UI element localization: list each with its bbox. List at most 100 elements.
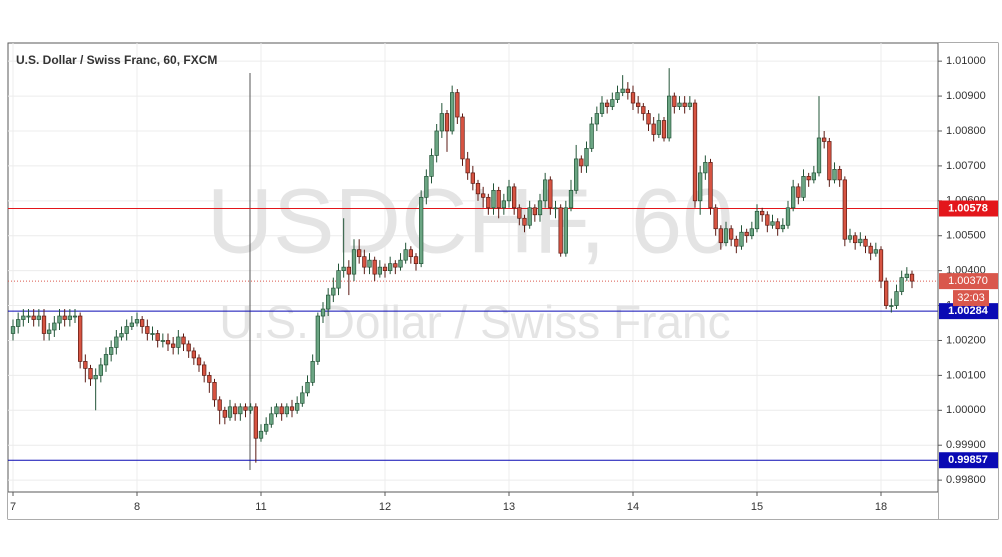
candle-body bbox=[610, 99, 615, 107]
candle-body bbox=[238, 406, 243, 415]
candle-body bbox=[491, 189, 496, 209]
candle-body bbox=[708, 162, 713, 209]
last-price-box bbox=[939, 273, 998, 290]
candle-body bbox=[78, 315, 83, 362]
price-label: 1.00578 bbox=[948, 202, 988, 214]
candle-body bbox=[760, 210, 765, 216]
candle-body bbox=[424, 176, 429, 198]
candle-body bbox=[868, 245, 873, 254]
y-tick-label: 1.01000 bbox=[946, 55, 986, 67]
candle-body bbox=[801, 176, 806, 198]
candle-body bbox=[651, 123, 656, 135]
candle-body bbox=[703, 162, 708, 174]
x-tick-label: 7 bbox=[10, 501, 16, 513]
candle-body bbox=[832, 169, 837, 181]
candle-body bbox=[439, 113, 444, 132]
watermark: USDCHF, 60 bbox=[207, 170, 734, 272]
candle-body bbox=[382, 266, 388, 271]
candle-body bbox=[217, 399, 222, 411]
candle-body bbox=[625, 88, 630, 93]
countdown-label: 32:03 bbox=[957, 292, 985, 304]
candle-body bbox=[661, 120, 667, 139]
candle-body bbox=[537, 200, 543, 216]
candle-body bbox=[512, 186, 517, 209]
candle-body bbox=[31, 315, 36, 320]
candle-body bbox=[594, 113, 599, 125]
y-tick-label: 0.99900 bbox=[946, 439, 986, 451]
candle-body bbox=[894, 291, 899, 306]
candle-body bbox=[481, 193, 486, 198]
candle-body bbox=[165, 340, 171, 345]
candle-body bbox=[83, 361, 88, 369]
candle-body bbox=[134, 319, 140, 324]
y-tick-label: 1.00500 bbox=[946, 230, 986, 242]
candle-body bbox=[527, 207, 532, 226]
candle-body bbox=[233, 406, 238, 415]
candle-body bbox=[563, 207, 568, 254]
candle-body bbox=[41, 315, 47, 334]
candle-body bbox=[98, 364, 103, 376]
candle-body bbox=[770, 221, 775, 226]
candle-body bbox=[806, 176, 811, 181]
candle-body bbox=[320, 308, 326, 317]
candle-body bbox=[243, 406, 248, 411]
candle-body bbox=[667, 95, 672, 139]
candle-body bbox=[21, 315, 26, 320]
candle-body bbox=[62, 315, 67, 320]
candle-body bbox=[253, 406, 258, 439]
candle-body bbox=[429, 155, 434, 177]
candle-body bbox=[589, 123, 594, 149]
candle-body bbox=[207, 375, 212, 383]
candle-body bbox=[615, 92, 620, 100]
candle-body bbox=[191, 350, 196, 359]
candle-body bbox=[620, 88, 625, 93]
candle-body bbox=[88, 368, 93, 380]
candle-body bbox=[470, 172, 475, 184]
candle-body bbox=[646, 113, 651, 125]
candle-body bbox=[636, 102, 641, 107]
candle-body bbox=[713, 207, 718, 230]
candle-body bbox=[155, 333, 160, 341]
candle-body bbox=[248, 406, 253, 411]
candle-body bbox=[718, 228, 723, 244]
price-label-box bbox=[939, 303, 998, 320]
candle-body bbox=[212, 382, 217, 401]
candle-body bbox=[765, 214, 770, 226]
candle-body bbox=[698, 172, 703, 202]
candle-body bbox=[605, 102, 610, 107]
x-tick-label: 14 bbox=[627, 501, 639, 513]
x-tick-label: 15 bbox=[751, 501, 763, 513]
candle-body bbox=[295, 402, 300, 411]
y-tick-label: 1.00000 bbox=[946, 404, 986, 416]
candle-body bbox=[574, 158, 579, 191]
candle-body bbox=[310, 361, 315, 383]
candle-body bbox=[548, 179, 553, 209]
candle-body bbox=[160, 340, 165, 342]
candle-body bbox=[434, 130, 439, 156]
candle-body bbox=[341, 266, 346, 271]
x-tick-label: 11 bbox=[255, 501, 266, 513]
candle-body bbox=[749, 228, 754, 237]
candle-body bbox=[522, 217, 527, 226]
candle-body bbox=[26, 315, 31, 318]
candle-body bbox=[847, 235, 853, 240]
candle-body bbox=[729, 228, 734, 240]
candle-body bbox=[331, 287, 336, 296]
candle-body bbox=[377, 266, 382, 275]
candle-body bbox=[67, 315, 72, 320]
candle-body bbox=[140, 319, 145, 327]
candle-body bbox=[506, 186, 512, 202]
candle-body bbox=[811, 172, 816, 181]
candle-body bbox=[827, 141, 832, 181]
candle-body bbox=[863, 238, 868, 247]
candle-body bbox=[878, 249, 884, 282]
candle-body bbox=[269, 413, 274, 425]
candle-body bbox=[176, 336, 181, 348]
candle-body bbox=[501, 200, 506, 209]
chart-title: U.S. Dollar / Swiss Franc, 60, FXCM bbox=[16, 53, 217, 67]
candle-body bbox=[109, 347, 114, 355]
y-tick-label: 1.00900 bbox=[946, 90, 986, 102]
price-label: 0.99857 bbox=[948, 454, 988, 466]
candle-body bbox=[346, 266, 351, 275]
candle-body bbox=[584, 148, 589, 167]
